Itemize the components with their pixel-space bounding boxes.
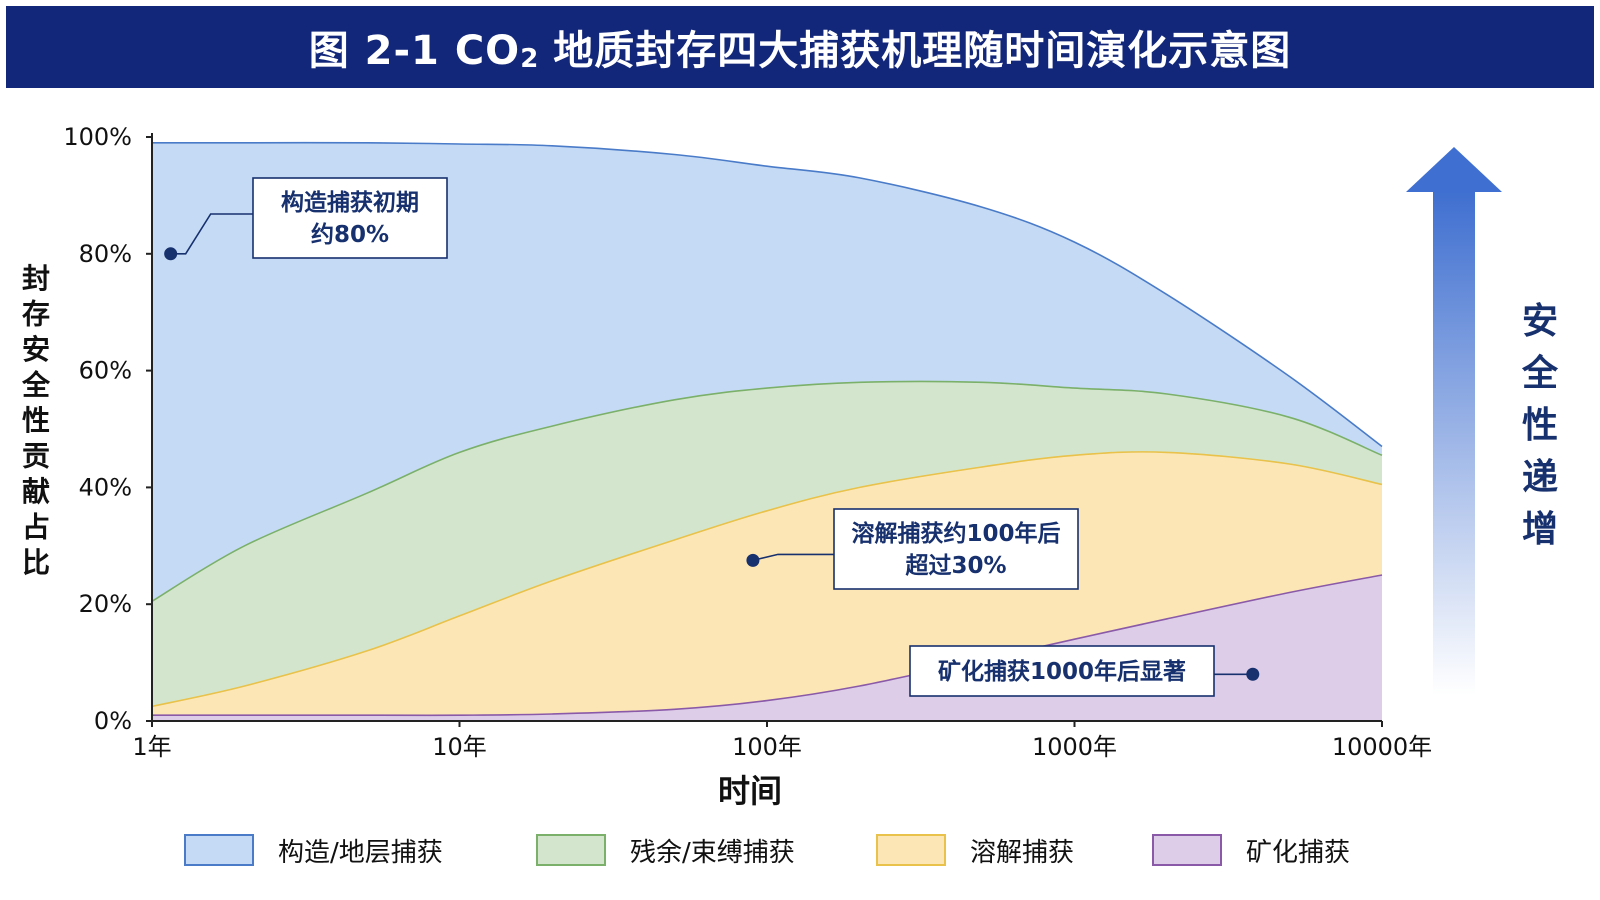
x-tick-label: 1年 xyxy=(132,733,171,761)
legend-item-structural: 构造/地层捕获 xyxy=(184,832,443,868)
legend-label: 残余/束缚捕获 xyxy=(630,837,795,868)
title-banner: 图 2-1 CO 2 地质封存四大捕获机理随时间演化示意图 xyxy=(6,6,1594,88)
y-tick-label: 0% xyxy=(94,707,132,735)
line-structural xyxy=(152,141,1383,448)
safety-arrow-label: 安全性递增 xyxy=(1521,301,1559,550)
chart-title-prefix: 图 2-1 CO xyxy=(308,28,521,74)
annotation-text: 溶解捕获约100年后 xyxy=(851,520,1060,547)
legend-swatch xyxy=(184,834,254,866)
legend-swatch xyxy=(876,834,946,866)
legend-item-residual: 残余/束缚捕获 xyxy=(536,832,795,868)
annotation-mineral: 矿化捕获1000年后显著 xyxy=(909,645,1260,697)
x-tick-label: 10年 xyxy=(432,733,487,761)
legend-item-mineral: 矿化捕获 xyxy=(1152,832,1350,868)
line-mineral xyxy=(152,574,1383,717)
safety-arrow-head xyxy=(1406,147,1502,192)
annotation-text: 构造捕获初期 xyxy=(281,189,419,216)
x-axis-title: 时间 xyxy=(718,772,782,810)
annotation-text: 约80% xyxy=(311,221,389,248)
annotation-text: 矿化捕获1000年后显著 xyxy=(938,658,1186,685)
y-axis-title: 封存安全性贡献占比 xyxy=(21,262,51,579)
legend: 构造/地层捕获 残余/束缚捕获 溶解捕获 矿化捕获 xyxy=(0,832,1600,882)
y-tick-label: 40% xyxy=(79,473,132,501)
legend-label: 矿化捕获 xyxy=(1246,837,1351,868)
y-tick-label: 60% xyxy=(79,357,132,385)
x-tick-label: 10000年 xyxy=(1332,733,1432,761)
y-tick-label: 80% xyxy=(79,240,132,268)
annotation-dot xyxy=(1246,667,1260,681)
legend-swatch xyxy=(536,834,606,866)
annotation-leader-line xyxy=(170,213,253,255)
legend-swatch xyxy=(1152,834,1222,866)
legend-label: 溶解捕获 xyxy=(970,837,1075,868)
chart-title-suffix: 地质封存四大捕获机理随时间演化示意图 xyxy=(553,28,1292,74)
annotation-dot xyxy=(164,247,178,261)
line-solubility xyxy=(151,451,1383,708)
x-tick-label: 100年 xyxy=(732,733,802,761)
annotation-dot xyxy=(746,553,760,567)
line-residual xyxy=(151,380,1383,602)
safety-arrow-shaft xyxy=(1433,192,1475,695)
annotation-box xyxy=(833,508,1079,590)
annotation-box xyxy=(909,645,1215,697)
legend-label: 构造/地层捕获 xyxy=(278,837,443,868)
legend-item-solubility: 溶解捕获 xyxy=(876,832,1074,868)
y-tick-label: 20% xyxy=(79,590,132,618)
x-tick-label: 1000年 xyxy=(1032,733,1117,761)
annotation-box xyxy=(252,177,448,259)
y-tick-label: 100% xyxy=(63,123,132,151)
annotation-leader-line xyxy=(752,553,834,562)
chart-title-subscript: 2 xyxy=(520,44,540,74)
annotation-text: 超过30% xyxy=(905,553,1006,579)
